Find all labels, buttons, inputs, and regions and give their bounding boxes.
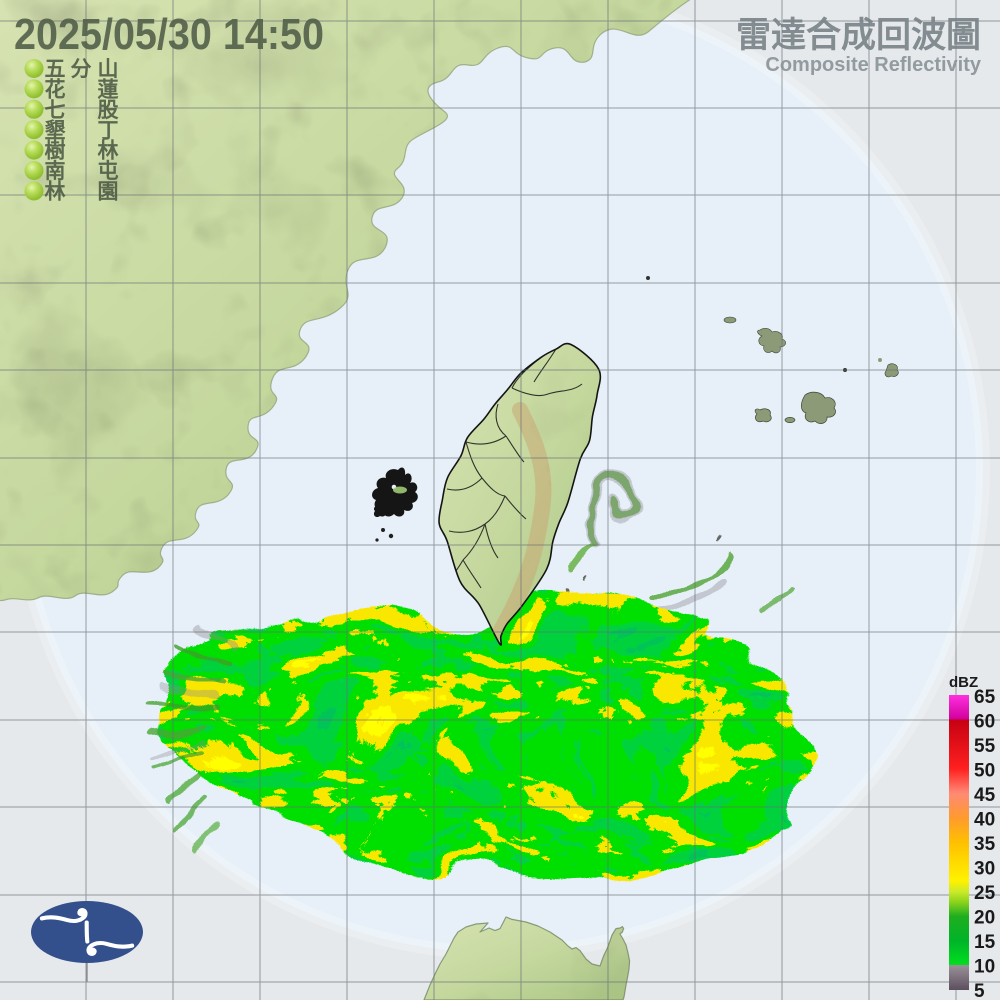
svg-text:35: 35 [974, 834, 996, 855]
svg-text:南: 南 [45, 159, 66, 183]
svg-text:林: 林 [98, 139, 119, 163]
svg-text:樹: 樹 [45, 139, 66, 163]
svg-text:25: 25 [974, 883, 996, 904]
svg-text:5: 5 [974, 981, 985, 1000]
svg-text:65: 65 [974, 687, 996, 708]
svg-text:15: 15 [974, 932, 996, 953]
svg-text:50: 50 [974, 761, 995, 782]
svg-text:花: 花 [45, 78, 66, 102]
svg-text:雷達合成回波圖: 雷達合成回波圖 [736, 16, 981, 55]
svg-text:20: 20 [974, 908, 995, 929]
svg-text:2025/05/30 14:50: 2025/05/30 14:50 [14, 10, 324, 59]
svg-text:40: 40 [974, 810, 995, 831]
svg-text:林: 林 [45, 180, 66, 204]
svg-text:55: 55 [974, 736, 996, 757]
svg-text:60: 60 [974, 712, 995, 733]
svg-text:45: 45 [974, 785, 996, 806]
svg-text:分: 分 [71, 58, 92, 81]
svg-text:園: 園 [98, 181, 119, 204]
svg-text:Composite Reflectivity: Composite Reflectivity [765, 54, 981, 76]
svg-text:30: 30 [974, 859, 995, 880]
svg-text:10: 10 [974, 957, 995, 978]
